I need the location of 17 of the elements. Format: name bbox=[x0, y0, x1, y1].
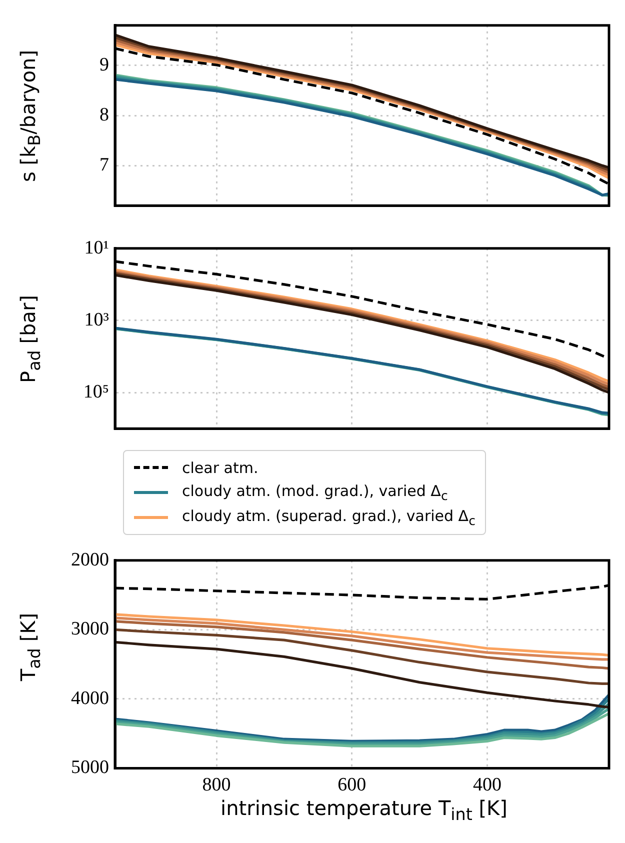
y-tick-label: 5000 bbox=[71, 757, 109, 778]
y-tick-label: 10¹ bbox=[84, 237, 110, 258]
y-tick-label: 8 bbox=[100, 104, 109, 126]
y-tick-label: 4000 bbox=[71, 688, 109, 709]
y-tick-label: 3000 bbox=[71, 618, 109, 640]
legend-label: clear atm. bbox=[182, 458, 258, 476]
x-tick-label: 600 bbox=[338, 774, 366, 796]
legend-label: cloudy atm. (mod. grad.), varied Δ$_{c}$ bbox=[182, 482, 448, 503]
y-tick-label: 2000 bbox=[71, 549, 109, 570]
y-tick-label: 7 bbox=[100, 154, 109, 176]
legend-label: cloudy atm. (superad. grad.), varied Δ$_{c}$ bbox=[182, 507, 476, 528]
y-tick-label: 9 bbox=[100, 54, 109, 76]
y-tick-label: 10³ bbox=[84, 309, 110, 330]
x-tick-label: 800 bbox=[202, 774, 231, 796]
x-axis-title: intrinsic temperature T$_{int}$ [K] bbox=[220, 795, 508, 826]
x-tick-label: 400 bbox=[472, 774, 502, 796]
y-tick-label: 10⁵ bbox=[83, 382, 109, 403]
